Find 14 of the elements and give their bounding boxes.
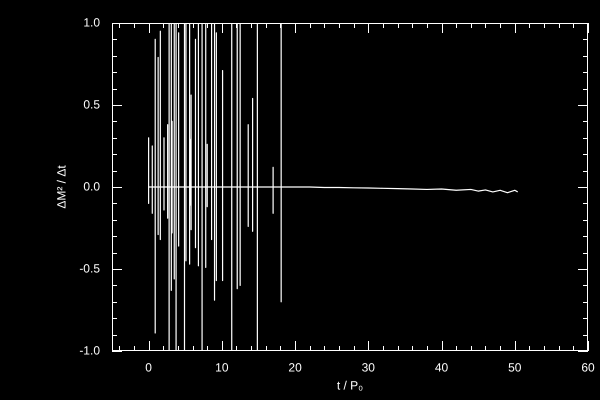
x-tick-label: 0: [145, 360, 152, 375]
y-tick-label: -1.0: [79, 343, 100, 358]
y-axis-title: ΔM² / Δt: [54, 164, 68, 209]
y-tick-label: 0.5: [83, 97, 100, 112]
x-axis-title: t / P₀: [336, 378, 364, 392]
x-tick-label: 50: [508, 360, 522, 375]
x-tick-label: 30: [362, 360, 376, 375]
x-tick-label: 20: [288, 360, 302, 375]
x-tick-label: 10: [215, 360, 229, 375]
y-tick-label: 1.0: [83, 15, 100, 30]
y-tick-label: 0.0: [83, 179, 100, 194]
x-tick-label: 40: [434, 360, 449, 375]
y-tick-label: -0.5: [79, 261, 100, 276]
x-tick-label: 60: [581, 360, 595, 375]
